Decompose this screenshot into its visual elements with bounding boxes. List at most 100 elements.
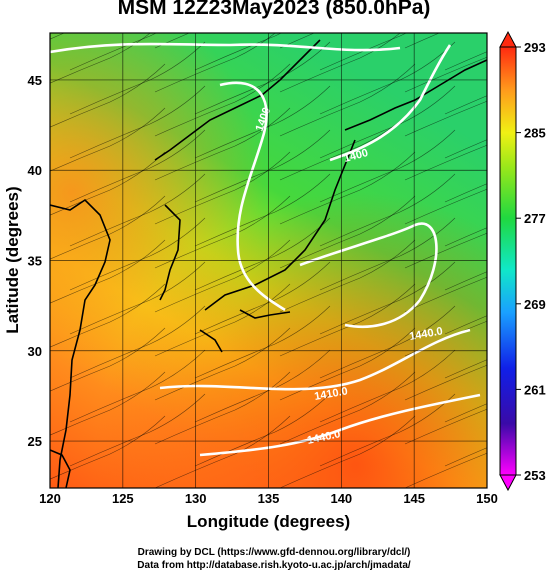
contour-label: 1410.0 [313, 385, 348, 403]
x-axis-label: Longitude (degrees) [186, 512, 351, 531]
streamline [69, 261, 206, 335]
x-tick-label: 130 [185, 491, 207, 506]
streamline [50, 239, 166, 304]
streamline [279, 415, 416, 488]
streamline [279, 283, 416, 357]
temperature-field: 1400 1400 1440.0 1410.0 1440.0 [50, 0, 487, 488]
streamline [319, 33, 407, 71]
streamline [69, 349, 206, 423]
streamline [404, 56, 487, 93]
streamline [69, 305, 206, 379]
y-axis-ticks: 25 30 35 40 45 [28, 73, 42, 449]
credit-drawing: Drawing by DCL (https://www.gfd-dennou.o… [137, 547, 411, 558]
streamline [69, 173, 206, 247]
credit-data: Data from http://database.rish.kyoto-u.a… [137, 560, 411, 571]
x-tick-label: 120 [39, 491, 61, 506]
streamline [319, 305, 456, 379]
streamline [444, 359, 487, 379]
streamline [444, 315, 487, 335]
streamline [154, 195, 291, 269]
streamline [404, 232, 487, 269]
pressure-contours [50, 42, 481, 457]
graticule [50, 33, 487, 488]
streamline [404, 408, 487, 445]
streamline [279, 63, 416, 137]
streamline [404, 452, 487, 488]
streamline [444, 403, 487, 423]
streamline [194, 217, 331, 291]
streamline [404, 188, 487, 225]
y-axis-label: Latitude (degrees) [3, 186, 22, 334]
streamline [319, 129, 456, 203]
coastlines [50, 39, 487, 488]
streamline [279, 195, 416, 269]
streamline [444, 227, 487, 247]
streamline [444, 51, 487, 71]
streamline [279, 151, 416, 225]
streamline [194, 305, 331, 379]
streamline [50, 283, 166, 348]
streamline [50, 63, 166, 128]
streamline [444, 271, 487, 291]
streamline [404, 276, 487, 313]
y-tick-label: 35 [28, 254, 42, 269]
streamline [50, 195, 166, 260]
colorbar-tick-label: 285 [524, 126, 546, 141]
streamline [404, 364, 487, 401]
streamline [404, 100, 487, 137]
streamline [154, 239, 291, 313]
streamline [154, 33, 190, 49]
streamline [154, 33, 276, 93]
streamline [319, 261, 456, 335]
x-tick-label: 135 [258, 491, 280, 506]
streamline [50, 33, 65, 40]
streamline [194, 129, 331, 203]
streamline [69, 129, 206, 203]
streamline [195, 0, 330, 26]
streamline [320, 0, 455, 26]
streamline [154, 63, 291, 137]
streamline [50, 327, 166, 392]
streamline [194, 173, 331, 247]
streamline [444, 183, 487, 203]
x-axis-ticks: 120 125 130 135 140 145 150 [39, 491, 498, 506]
plot-frame [49, 32, 488, 489]
streamline [194, 393, 331, 467]
streamline [154, 415, 291, 488]
streamline [279, 371, 416, 445]
colorbar-tick-label: 253 [524, 468, 546, 483]
streamline [319, 393, 456, 467]
streamline [69, 393, 206, 467]
streamline [279, 33, 315, 49]
chart-title: MSM 12Z23May2023 (850.0hPa) [117, 0, 431, 19]
x-tick-label: 140 [330, 491, 352, 506]
x-tick-label: 125 [112, 491, 134, 506]
colorbar-tick-label: 261 [524, 382, 546, 397]
y-tick-label: 30 [28, 344, 42, 359]
streamline [444, 139, 487, 159]
contour-label: 1440.0 [408, 325, 443, 343]
streamline [194, 85, 331, 159]
streamline [50, 371, 166, 436]
streamline [69, 85, 206, 159]
streamline [319, 217, 456, 291]
streamline [444, 95, 487, 115]
colorbar-tick-label: 277 [524, 211, 546, 226]
colorbar-tick-label: 293 [524, 40, 546, 55]
streamline [69, 217, 206, 291]
streamline [69, 33, 157, 71]
streamline [50, 151, 166, 216]
streamline [279, 33, 401, 93]
y-tick-label: 40 [28, 163, 42, 178]
streamline [444, 447, 487, 467]
colorbar: 293 285 277 269 261 253 [499, 30, 546, 492]
streamline [50, 33, 151, 84]
colorbar-tick-label: 269 [524, 297, 546, 312]
streamline [154, 371, 291, 445]
streamline [154, 151, 291, 225]
streamline [50, 415, 166, 480]
streamline [194, 33, 282, 71]
streamline [279, 239, 416, 313]
y-tick-label: 45 [28, 73, 42, 88]
